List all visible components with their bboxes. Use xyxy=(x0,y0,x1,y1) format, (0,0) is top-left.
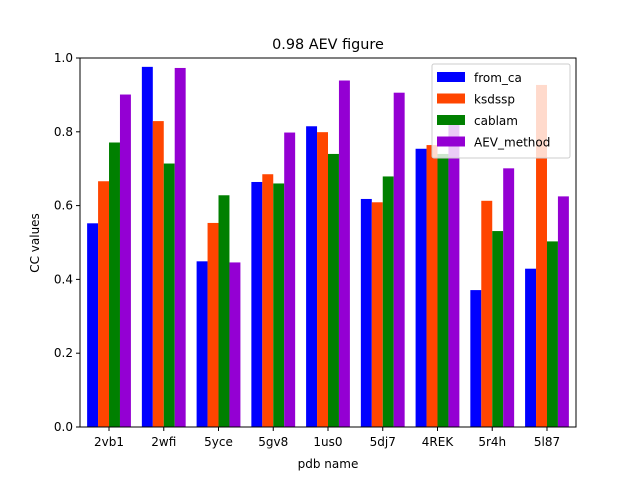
bar-cablam-1us0 xyxy=(328,153,339,427)
bar-ksdssp-5r4h xyxy=(481,200,493,427)
bar-AEV_method-5dj7 xyxy=(393,92,405,427)
bar-ksdssp-4REK xyxy=(426,145,438,427)
bar-from_ca-2wfi xyxy=(141,66,153,428)
bar-ksdssp-5l87 xyxy=(536,84,547,427)
bar-cablam-5l87 xyxy=(546,241,558,427)
legend-swatch-cablam xyxy=(437,115,465,125)
bar-AEV_method-2wfi xyxy=(174,67,186,428)
bar-from_ca-2vb1 xyxy=(87,223,99,427)
bar-cablam-2wfi xyxy=(163,163,175,427)
legend-label-AEV_method: AEV_method xyxy=(474,136,550,150)
bar-from_ca-1us0 xyxy=(306,126,318,428)
bar-AEV_method-1us0 xyxy=(338,80,350,427)
legend-swatch-AEV_method xyxy=(437,136,465,147)
x-tick-label: 5yce xyxy=(204,435,233,449)
bar-from_ca-5l87 xyxy=(525,268,537,427)
bar-from_ca-5dj7 xyxy=(360,198,372,427)
legend-label-ksdssp: ksdssp xyxy=(474,93,515,107)
x-tick-label: 4REK xyxy=(422,435,455,449)
bar-cablam-5r4h xyxy=(492,231,504,427)
bar-ksdssp-2vb1 xyxy=(98,181,110,427)
x-tick-label: 5gv8 xyxy=(258,435,288,449)
x-tick-label: 1us0 xyxy=(313,435,342,449)
chart-title: 0.98 AEV figure xyxy=(272,37,384,53)
bar-AEV_method-5gv8 xyxy=(284,132,296,428)
bar-ksdssp-1us0 xyxy=(317,132,328,428)
y-tick-label: 0.4 xyxy=(54,272,73,286)
legend-box xyxy=(431,63,571,159)
bar-from_ca-5r4h xyxy=(470,290,482,427)
y-tick-label: 0.6 xyxy=(54,199,73,213)
y-tick-label: 0.8 xyxy=(54,125,73,139)
y-tick-label: 0.0 xyxy=(54,420,73,434)
y-axis-label: CC values xyxy=(28,213,42,273)
x-tick-label: 5r4h xyxy=(478,435,506,449)
x-tick-label: 2wfi xyxy=(151,435,176,449)
bar-ksdssp-2wfi xyxy=(152,121,164,427)
legend-label-cablam: cablam xyxy=(474,114,518,128)
legend-label-from_ca: from_ca xyxy=(474,71,522,85)
bar-ksdssp-5dj7 xyxy=(371,202,383,427)
y-tick-label: 0.2 xyxy=(54,346,73,360)
axes: 0.0 0.2 0.4 0.6 0.8 1.0 2vb1 2wfi 5yce 5gv8 1us0 5d… xyxy=(54,51,577,449)
x-tick-label: 2vb1 xyxy=(94,435,124,449)
bar-AEV_method-2vb1 xyxy=(119,94,131,427)
y-tick-label: 1.0 xyxy=(54,51,73,65)
bar-from_ca-5gv8 xyxy=(251,181,263,427)
x-axis-label: pdb name xyxy=(298,457,359,471)
bar-AEV_method-5yce xyxy=(229,262,241,427)
plot-area xyxy=(87,66,569,428)
bar-cablam-2vb1 xyxy=(109,142,120,427)
bar-AEV_method-4REK xyxy=(448,124,460,428)
x-tick-label: 5dj7 xyxy=(370,435,396,449)
legend-swatch-from_ca xyxy=(437,72,465,82)
bar-cablam-5dj7 xyxy=(382,176,394,427)
bar-from_ca-5yce xyxy=(196,261,208,427)
bar-AEV_method-5r4h xyxy=(503,168,515,427)
bar-from_ca-4REK xyxy=(415,148,427,427)
x-tick-label: 5l87 xyxy=(534,435,560,449)
bar-cablam-5gv8 xyxy=(273,183,285,427)
bar-ksdssp-5yce xyxy=(207,222,219,427)
bar-ksdssp-5gv8 xyxy=(262,174,274,427)
bar-cablam-4REK xyxy=(437,153,449,427)
bar-AEV_method-5l87 xyxy=(557,196,569,428)
bar-cablam-5yce xyxy=(218,195,230,427)
legend-swatch-ksdssp xyxy=(437,93,465,104)
